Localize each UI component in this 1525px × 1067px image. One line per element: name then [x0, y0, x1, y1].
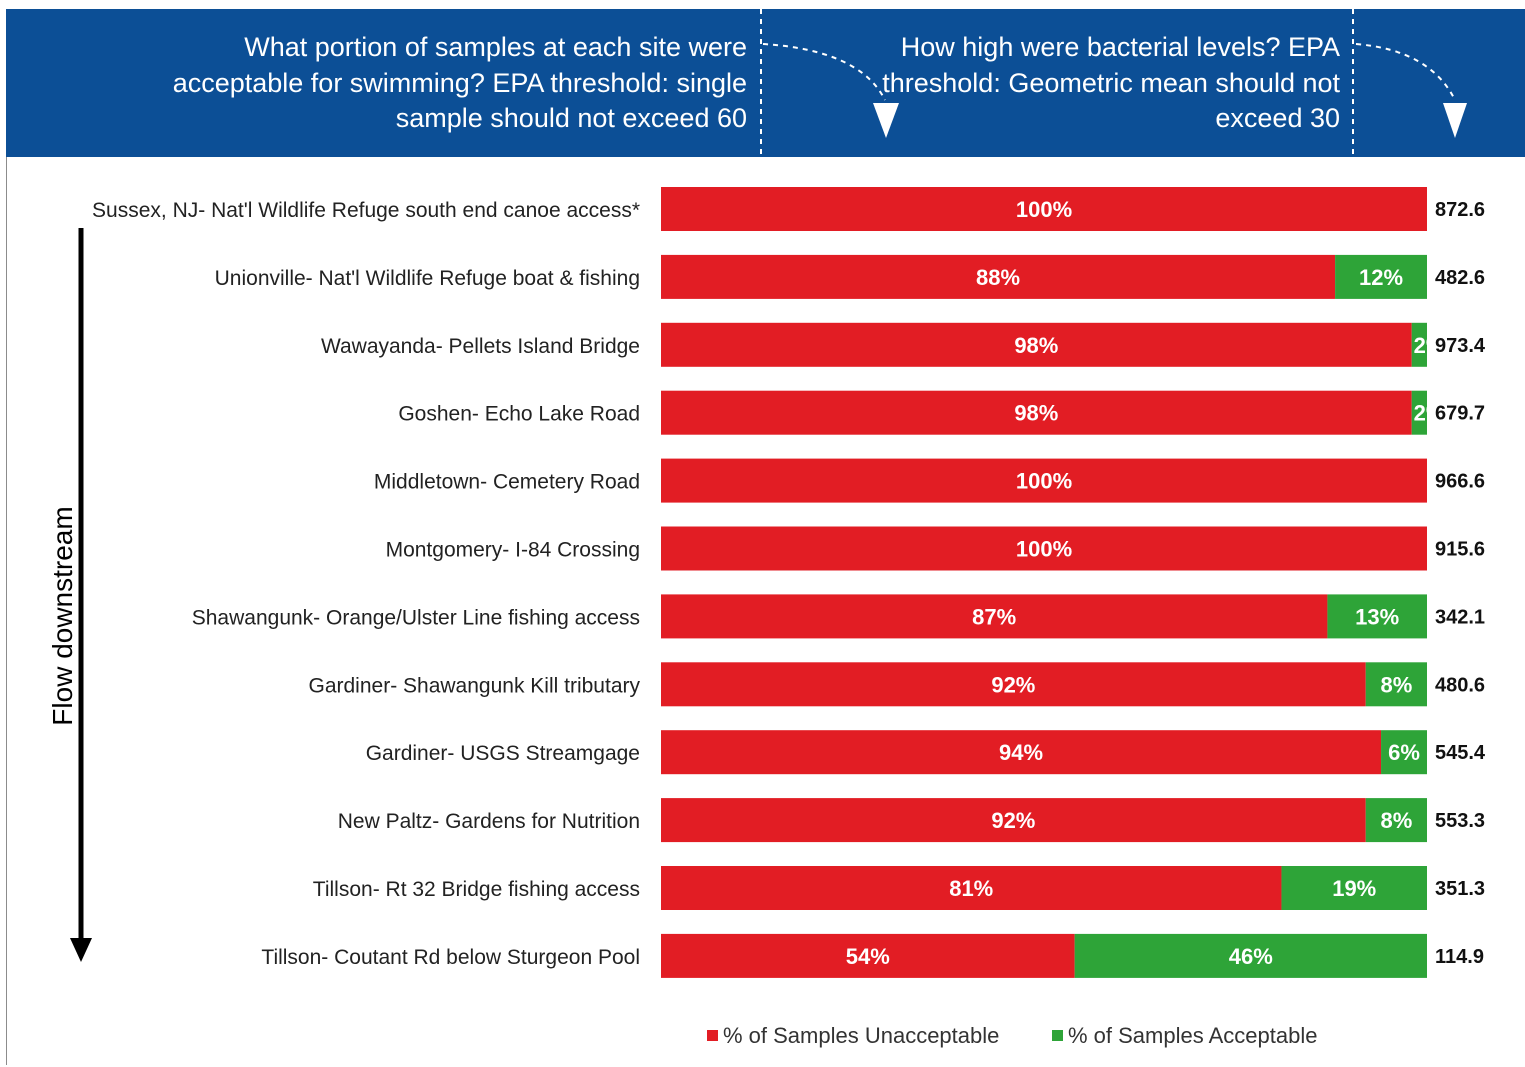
question-bacterial-levels: How high were bacterial levels? EPA thre… [882, 32, 1340, 133]
data-label-unacceptable: 100% [1016, 537, 1072, 562]
geometric-mean-value: 480.6 [1435, 674, 1485, 696]
legend-label-unacceptable: % of Samples Unacceptable [723, 1023, 999, 1048]
site-label: Tillson- Rt 32 Bridge fishing access [313, 878, 640, 901]
bar-row: Montgomery- I-84 Crossing 100% 915.6 [386, 526, 1485, 571]
header-banner [6, 9, 1525, 157]
geometric-mean-value: 679.7 [1435, 403, 1485, 425]
geometric-mean-value: 351.3 [1435, 878, 1485, 900]
site-label: Wawayanda- Pellets Island Bridge [321, 335, 640, 358]
bar-row: Tillson- Coutant Rd below Sturgeon Pool 5… [261, 933, 1484, 978]
data-label-acceptable: 6% [1388, 740, 1420, 765]
geometric-mean-value: 872.6 [1435, 199, 1485, 221]
site-label: Sussex, NJ- Nat'l Wildlife Refuge south … [92, 199, 640, 222]
bar-acceptable [1327, 594, 1427, 639]
bar-row: Goshen- Echo Lake Road 98% 2%679.7 [398, 390, 1485, 435]
bar-unacceptable [661, 866, 1282, 910]
data-label-acceptable: 19% [1332, 876, 1376, 901]
data-label-unacceptable: 100% [1016, 197, 1072, 222]
bar-unacceptable [661, 254, 1336, 299]
bar-acceptable [1281, 866, 1427, 910]
bar-acceptable [1411, 390, 1427, 435]
header-decorations [760, 9, 1467, 157]
site-label: Gardiner- Shawangunk Kill tributary [309, 674, 641, 697]
question-acceptable-samples: What portion of samples at each site wer… [172, 32, 747, 133]
dashed-arrow-curve-1 [762, 43, 886, 101]
flow-arrow-head-icon [70, 938, 92, 962]
geometric-mean-value: 114.9 [1435, 946, 1484, 968]
data-label-acceptable: 2% [1414, 333, 1446, 358]
bar-unacceptable [661, 594, 1328, 639]
data-label-unacceptable: 100% [1016, 469, 1072, 494]
site-label: Tillson- Coutant Rd below Sturgeon Pool [261, 946, 640, 969]
data-label-acceptable: 13% [1355, 604, 1399, 629]
data-label-acceptable: 12% [1359, 265, 1403, 290]
site-label: Montgomery- I-84 Crossing [386, 539, 640, 562]
site-label: New Paltz- Gardens for Nutrition [338, 810, 640, 833]
data-label-acceptable: 2% [1414, 401, 1446, 426]
data-label-acceptable: 46% [1229, 944, 1273, 969]
geometric-mean-value: 545.4 [1435, 742, 1486, 764]
geometric-mean-value: 482.6 [1435, 267, 1485, 289]
chart-rows: Sussex, NJ- Nat'l Wildlife Refuge south … [92, 187, 1486, 978]
arrow-down-icon [873, 103, 899, 138]
geometric-mean-value: 915.6 [1435, 539, 1485, 561]
bar-acceptable [1381, 730, 1427, 775]
flow-arrow: Flow downstream [47, 228, 92, 962]
bar-unacceptable [661, 458, 1427, 503]
data-label-acceptable: 8% [1380, 808, 1412, 833]
data-label-unacceptable: 98% [1014, 401, 1058, 426]
bar-acceptable [1074, 933, 1427, 978]
site-label: Unionville- Nat'l Wildlife Refuge boat &… [215, 267, 640, 290]
site-label: Middletown- Cemetery Road [374, 471, 640, 494]
bar-unacceptable [661, 390, 1412, 435]
data-label-unacceptable: 92% [991, 672, 1035, 697]
data-label-unacceptable: 54% [846, 944, 890, 969]
data-label-unacceptable: 87% [972, 604, 1016, 629]
bar-unacceptable [661, 933, 1075, 978]
bar-row: Gardiner- Shawangunk Kill tributary 92% 8%… [309, 662, 1485, 707]
bar-row: Wawayanda- Pellets Island Bridge 98% 2%973… [321, 322, 1486, 367]
bar-acceptable [1365, 798, 1427, 843]
legend: % of Samples Unacceptable % of Samples A… [707, 1023, 1317, 1048]
data-label-unacceptable: 88% [976, 265, 1020, 290]
bar-unacceptable [661, 526, 1427, 571]
legend-swatch-acceptable [1052, 1030, 1063, 1041]
data-label-acceptable: 8% [1380, 672, 1412, 697]
bar-acceptable [1411, 322, 1427, 367]
site-label: Gardiner- USGS Streamgage [366, 742, 640, 765]
bar-acceptable [1335, 254, 1427, 299]
geometric-mean-value: 973.4 [1435, 335, 1486, 357]
bar-row: Sussex, NJ- Nat'l Wildlife Refuge south … [92, 187, 1485, 231]
legend-swatch-unacceptable [707, 1030, 718, 1041]
bar-unacceptable [661, 322, 1412, 367]
bar-row: Tillson- Rt 32 Bridge fishing access 81% 1… [313, 866, 1485, 910]
bar-unacceptable [661, 730, 1382, 775]
data-label-unacceptable: 94% [999, 740, 1043, 765]
bar-row: Shawangunk- Orange/Ulster Line fishing a… [192, 594, 1485, 639]
geometric-mean-value: 342.1 [1435, 606, 1485, 628]
data-label-unacceptable: 92% [991, 808, 1035, 833]
geometric-mean-value: 966.6 [1435, 471, 1485, 493]
chart-frame [6, 9, 1525, 1065]
arrow-down-icon [1443, 103, 1467, 138]
data-label-unacceptable: 81% [949, 876, 993, 901]
site-label: Goshen- Echo Lake Road [398, 403, 640, 426]
site-label: Shawangunk- Orange/Ulster Line fishing a… [192, 606, 640, 629]
bar-unacceptable [661, 662, 1366, 707]
bar-unacceptable [661, 798, 1366, 843]
flow-downstream-label: Flow downstream [47, 506, 78, 725]
bar-row: Middletown- Cemetery Road 100% 966.6 [374, 458, 1485, 503]
data-label-unacceptable: 98% [1014, 333, 1058, 358]
legend-label-acceptable: % of Samples Acceptable [1068, 1023, 1317, 1048]
geometric-mean-value: 553.3 [1435, 810, 1485, 832]
bar-row: Gardiner- USGS Streamgage 94% 6% 545.4 [366, 730, 1486, 775]
bar-unacceptable [661, 187, 1427, 231]
dashed-arrow-curve-2 [1355, 43, 1456, 101]
bar-row: Unionville- Nat'l Wildlife Refuge boat &… [215, 254, 1485, 299]
bar-acceptable [1365, 662, 1427, 707]
bar-row: New Paltz- Gardens for Nutrition 92% 8% 553… [338, 798, 1485, 843]
